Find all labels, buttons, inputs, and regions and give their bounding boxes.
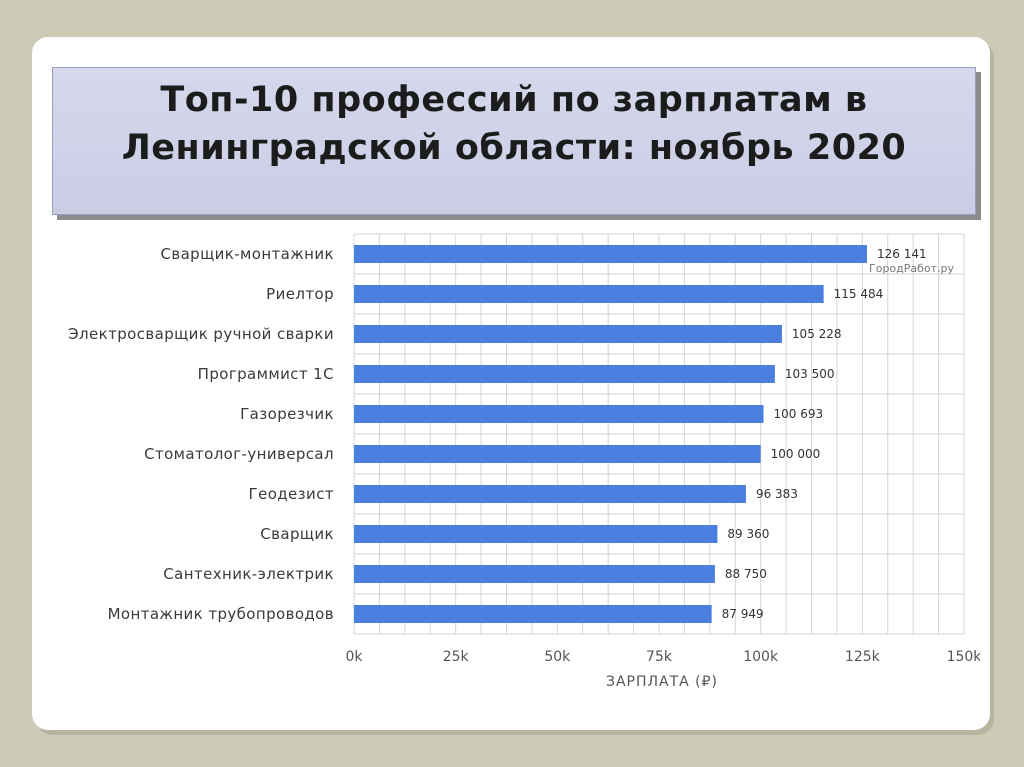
category-label: Газорезчик — [240, 405, 334, 423]
x-tick-label: 100k — [743, 649, 779, 665]
x-tick-label: 50k — [544, 649, 571, 665]
labels-layer: 126 141 Сварщик-монтажник 115 484 Риелтор 10… — [68, 245, 926, 623]
category-label: Риелтор — [266, 285, 334, 303]
category-label: Сварщик-монтажник — [160, 245, 334, 263]
category-label: Сантехник-электрик — [163, 565, 334, 583]
bar-value-label: 96 383 — [756, 487, 798, 501]
bar — [354, 485, 746, 503]
category-label: Программист 1С — [198, 365, 334, 383]
bar — [354, 445, 761, 463]
title-box: Топ-10 профессий по зарплатам в Ленингра… — [52, 67, 976, 215]
chart-container: 126 141 Сварщик-монтажник 115 484 Риелтор 10… — [40, 228, 982, 698]
bar — [354, 245, 867, 263]
bar-value-label: 87 949 — [722, 607, 764, 621]
bar-chart: 126 141 Сварщик-монтажник 115 484 Риелтор 10… — [68, 233, 982, 690]
ticks-layer: 0k 25k 50k 75k 100k 125k 150k — [345, 649, 982, 665]
bar-value-label: 126 141 — [877, 247, 927, 261]
category-label: Геодезист — [249, 485, 334, 503]
x-tick-label: 150k — [947, 649, 980, 665]
bar — [354, 405, 764, 423]
bars-layer — [354, 245, 867, 623]
title-line-2: Ленинградской области: ноябрь 2020 — [121, 128, 907, 168]
bar-value-label: 103 500 — [785, 367, 835, 381]
bar — [354, 285, 824, 303]
category-label: Электросварщик ручной сварки — [68, 325, 334, 343]
category-label: Сварщик — [260, 525, 334, 543]
x-axis-label: ЗАРПЛАТА (₽) — [606, 674, 718, 690]
category-label: Монтажник трубопроводов — [108, 605, 334, 623]
bar — [354, 605, 712, 623]
bar-value-label: 88 750 — [725, 567, 767, 581]
slide-title: Топ-10 профессий по зарплатам в Ленингра… — [53, 68, 975, 172]
bar-value-label: 115 484 — [834, 287, 884, 301]
x-tick-label: 75k — [646, 649, 673, 665]
bar — [354, 365, 775, 383]
bar-value-label: 105 228 — [792, 327, 842, 341]
bar — [354, 325, 782, 343]
title-line-1: Топ-10 профессий по зарплатам в — [160, 80, 868, 120]
x-tick-label: 125k — [845, 649, 881, 665]
bar-value-label: 89 360 — [727, 527, 769, 541]
x-tick-label: 25k — [443, 649, 470, 665]
bar — [354, 525, 718, 543]
x-tick-label: 0k — [345, 649, 363, 665]
bar-value-label: 100 693 — [773, 407, 823, 421]
bar-value-label: 100 000 — [771, 447, 821, 461]
bar — [354, 565, 715, 583]
category-label: Стоматолог-универсал — [144, 445, 334, 463]
watermark-text: ГородРабот.ру — [869, 262, 955, 275]
